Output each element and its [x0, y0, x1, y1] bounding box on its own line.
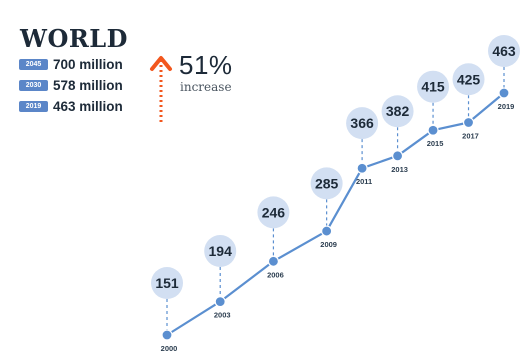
- data-label: 246: [262, 204, 286, 220]
- data-label: 285: [315, 175, 339, 191]
- value-bubble: [204, 235, 237, 268]
- data-point: [427, 124, 439, 136]
- data-point: [214, 296, 226, 308]
- data-point: [498, 87, 510, 99]
- data-point: [356, 162, 368, 174]
- projection-row: 2030 578 million: [19, 75, 123, 96]
- up-arrow-icon: [150, 56, 172, 122]
- projection-year-badge: 2019: [19, 101, 48, 112]
- value-bubble: [346, 107, 379, 140]
- data-point: [161, 329, 173, 341]
- projection-value: 578 million: [53, 78, 123, 93]
- increase-percent: 51%: [179, 50, 233, 80]
- data-label: 415: [421, 79, 445, 95]
- value-bubble: [417, 70, 450, 103]
- projection-row: 2045 700 million: [19, 54, 123, 75]
- data-point: [391, 150, 404, 162]
- x-tick-label: 2017: [462, 131, 479, 140]
- value-bubble: [257, 196, 290, 229]
- region-title: WORLD: [20, 24, 128, 53]
- x-tick-label: 2006: [267, 270, 284, 279]
- value-bubble: [452, 63, 485, 96]
- data-label: 425: [457, 71, 481, 87]
- projection-year-badge: 2045: [19, 59, 48, 70]
- value-bubble: [151, 267, 183, 299]
- x-tick-label: 2000: [161, 344, 178, 353]
- value-bubble: [488, 35, 520, 67]
- x-tick-label: 2009: [320, 240, 337, 249]
- x-tick-label: 2019: [498, 102, 515, 111]
- projection-value: 700 million: [53, 57, 123, 72]
- x-tick-label: 2003: [214, 311, 231, 320]
- data-point: [321, 225, 333, 237]
- projection-value: 463 million: [53, 99, 123, 114]
- data-label: 382: [386, 103, 410, 119]
- projection-list: 2045 700 million 2030 578 million 2019 4…: [19, 54, 123, 117]
- data-point: [462, 116, 475, 129]
- data-point: [267, 255, 280, 267]
- data-label: 366: [350, 115, 374, 131]
- x-tick-label: 2011: [356, 177, 372, 186]
- projection-row: 2019 463 million: [19, 96, 123, 117]
- x-tick-label: 2015: [427, 139, 444, 148]
- data-label: 463: [492, 43, 516, 59]
- chart-layer: 151 194 246 285 366 382 415 425 463 2000 2003 2006 2…: [151, 35, 520, 353]
- x-tick-label: 2013: [391, 165, 408, 174]
- data-label: 151: [155, 275, 179, 291]
- data-label: 194: [209, 243, 233, 259]
- projection-year-badge: 2030: [19, 80, 48, 91]
- increase-label: increase: [180, 80, 232, 94]
- value-bubble: [310, 167, 343, 200]
- value-bubble: [381, 95, 414, 128]
